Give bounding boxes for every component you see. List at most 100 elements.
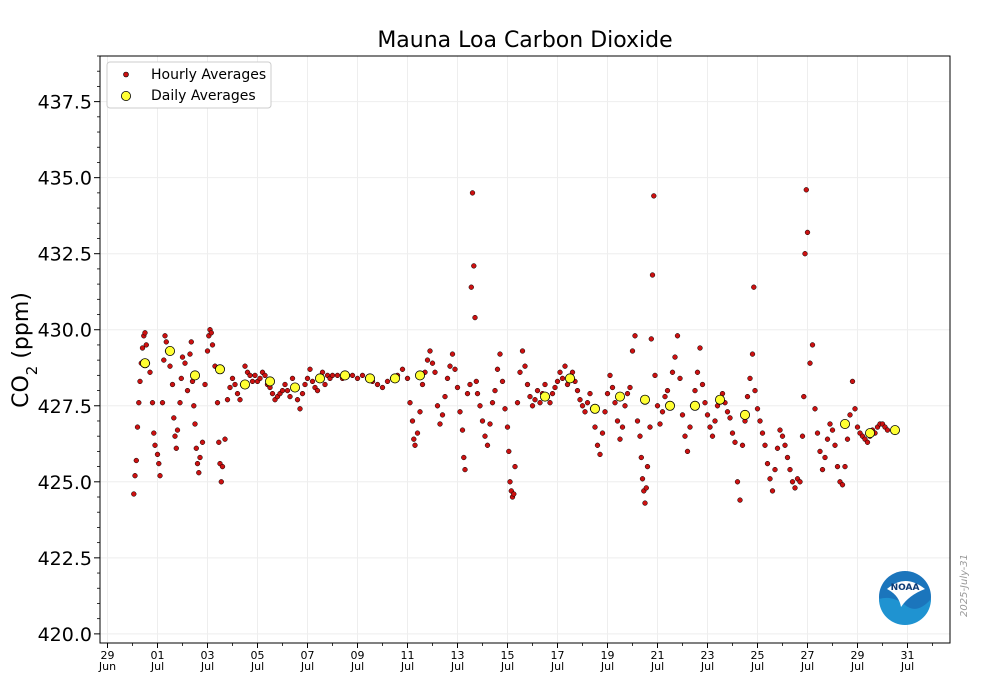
hourly-point [262,372,268,379]
hourly-point [697,345,703,351]
daily-series [139,345,901,439]
hourly-point [131,491,137,497]
x-tick-month: Jul [200,660,214,673]
hourly-point [193,445,199,451]
hourly-point [752,387,758,394]
hourly-point [864,439,871,445]
x-tick-month: Jun [98,660,116,673]
hourly-point [744,393,751,400]
hourly-point [694,369,701,375]
hourly-point [177,400,183,406]
hourly-point [839,482,846,488]
y-tick-label: 432.5 [38,244,92,266]
hourly-point [702,400,708,406]
hourly-point [799,433,806,439]
hourly-point [196,470,202,476]
daily-point [690,400,701,411]
hourly-point [709,433,716,439]
hourly-point [157,473,163,479]
hourly-point [163,339,169,345]
hourly-point [469,190,476,196]
hourly-point [454,384,461,391]
hourly-point [762,442,768,448]
hourly-point [679,412,686,418]
hourly-point [506,448,512,455]
hourly-point [537,400,543,406]
daily-point [540,391,551,402]
hourly-point [704,412,711,418]
hourly-point [652,372,658,379]
hourly-point [218,479,224,485]
hourly-point [554,378,561,385]
x-tick-month: Jul [400,660,414,673]
daily-point [339,370,350,381]
hourly-point [182,360,188,366]
hourly-point [519,348,526,354]
date-stamp: 2025-July-31 [959,554,970,617]
y-tick-label: 435.0 [38,168,92,190]
hourly-point [482,433,488,439]
hourly-point [287,393,293,400]
hourly-point [304,375,311,382]
x-tick-day: 07 [301,649,315,662]
hourly-point [159,400,166,406]
hourly-point [147,369,153,375]
daily-point [389,373,400,384]
hourly-point [614,418,621,424]
hourly-point [479,418,486,424]
y-axis-label-unit: (ppm) [9,292,34,366]
hourly-point [399,366,406,372]
daily-point [865,428,876,439]
hourly-point [452,366,458,372]
hourly-point [647,424,653,430]
hourly-point [282,381,288,388]
legend: Hourly Averages Daily Averages [106,61,272,109]
hourly-point [204,348,211,354]
x-tick-day: 09 [351,649,365,662]
hourly-point [699,381,706,388]
hourly-point [412,442,418,448]
hourly-point [517,369,523,375]
hourly-point [209,342,216,348]
hourly-point [214,400,221,406]
hourly-point [269,390,276,397]
legend-daily-marker [121,91,132,102]
y-axis-label: CO2 (ppm) [9,292,41,408]
hourly-point [349,372,356,379]
hourly-point [777,427,783,433]
hourly-point [822,454,828,461]
daily-point [314,373,325,384]
hourly-point [829,427,836,433]
hourly-point [411,436,417,442]
noaa-logo-text: NOAA [891,583,920,593]
y-tick-label: 430.0 [38,320,92,342]
hourly-point [749,351,756,357]
hourly-point [527,393,533,400]
hourly-point [474,390,481,397]
hourly-point [409,418,416,424]
hourly-point [727,415,733,421]
hourly-point [602,409,608,415]
hourly-point [489,400,496,406]
hourly-point [407,400,413,406]
hourly-point [579,403,586,409]
hourly-point [562,363,568,369]
hourly-point [782,442,788,448]
hourly-point [437,421,443,427]
hourly-point [844,436,851,442]
hourly-point [171,415,177,421]
hourly-point [804,229,811,236]
hourly-point [669,369,676,375]
hourly-point [747,375,753,382]
hourly-point [219,463,226,470]
hourly-point [754,406,761,412]
hourly-point [801,393,807,400]
hourly-point [594,442,601,448]
hourly-point [682,433,688,439]
hourly-point [757,418,763,424]
hourly-point [472,314,478,321]
hourly-point [432,369,438,375]
x-tick-month: Jul [700,660,714,673]
hourly-point [547,400,553,406]
